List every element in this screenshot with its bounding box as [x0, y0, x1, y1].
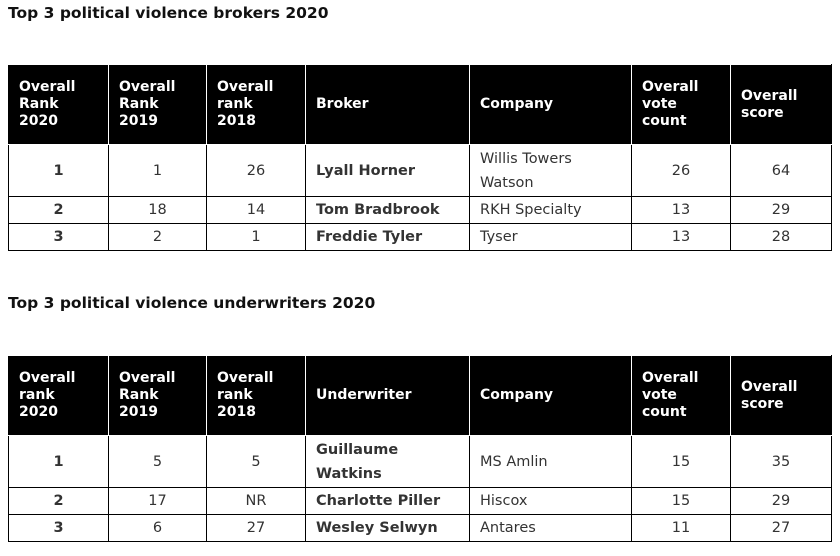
cell-score: 28 — [730, 223, 832, 251]
header-score: Overall score — [730, 355, 832, 436]
cell-rank-2019: 1 — [108, 144, 207, 197]
header-company: Company — [469, 355, 632, 436]
header-underwriter: Underwriter — [305, 355, 470, 436]
cell-rank-2020: 2 — [8, 196, 109, 224]
cell-rank-2018: 26 — [206, 144, 306, 197]
cell-company: Tyser — [469, 223, 632, 251]
header-vote-count: Overall vote count — [631, 355, 731, 436]
cell-broker: Tom Bradbrook — [305, 196, 470, 224]
cell-rank-2020: 3 — [8, 514, 109, 542]
cell-rank-2018: NR — [206, 487, 306, 515]
table-row: 3 6 27 Wesley Selwyn Antares 11 27 — [8, 514, 832, 542]
cell-rank-2018: 14 — [206, 196, 306, 224]
cell-broker: Lyall Horner — [305, 144, 470, 197]
cell-rank-2020: 1 — [8, 435, 109, 488]
table-row: 3 2 1 Freddie Tyler Tyser 13 28 — [8, 223, 832, 251]
cell-rank-2018: 5 — [206, 435, 306, 488]
cell-vote-count: 13 — [631, 223, 731, 251]
cell-company: Hiscox — [469, 487, 632, 515]
cell-vote-count: 11 — [631, 514, 731, 542]
cell-underwriter: Wesley Selwyn — [305, 514, 470, 542]
header-overall-rank-2018: Overall rank 2018 — [206, 355, 306, 436]
cell-rank-2018: 27 — [206, 514, 306, 542]
cell-broker: Freddie Tyler — [305, 223, 470, 251]
header-score: Overall score — [730, 64, 832, 145]
cell-vote-count: 13 — [631, 196, 731, 224]
table-row: 1 5 5 Guillaume Watkins MS Amlin 15 35 — [8, 435, 832, 488]
cell-rank-2019: 6 — [108, 514, 207, 542]
cell-score: 29 — [730, 196, 832, 224]
cell-rank-2019: 18 — [108, 196, 207, 224]
cell-rank-2019: 2 — [108, 223, 207, 251]
header-overall-rank-2020: Overall Rank 2020 — [8, 64, 109, 145]
cell-rank-2020: 1 — [8, 144, 109, 197]
cell-rank-2020: 2 — [8, 487, 109, 515]
table-row: 2 17 NR Charlotte Piller Hiscox 15 29 — [8, 487, 832, 515]
cell-vote-count: 26 — [631, 144, 731, 197]
cell-vote-count: 15 — [631, 487, 731, 515]
cell-score: 29 — [730, 487, 832, 515]
table-header-row: Overall Rank 2020 Overall Rank 2019 Over… — [8, 64, 832, 145]
header-overall-rank-2019: Overall Rank 2019 — [108, 64, 207, 145]
cell-underwriter: Charlotte Piller — [305, 487, 470, 515]
cell-vote-count: 15 — [631, 435, 731, 488]
cell-rank-2019: 5 — [108, 435, 207, 488]
table-header-row: Overall rank 2020 Overall Rank 2019 Over… — [8, 355, 832, 436]
cell-score: 64 — [730, 144, 832, 197]
cell-rank-2019: 17 — [108, 487, 207, 515]
cell-rank-2018: 1 — [206, 223, 306, 251]
brokers-table-title: Top 3 political violence brokers 2020 — [8, 4, 329, 22]
brokers-table: Overall Rank 2020 Overall Rank 2019 Over… — [8, 64, 832, 251]
cell-rank-2020: 3 — [8, 223, 109, 251]
cell-company: MS Amlin — [469, 435, 632, 488]
table-row: 1 1 26 Lyall Horner Willis Towers Watson… — [8, 144, 832, 197]
cell-score: 35 — [730, 435, 832, 488]
cell-underwriter: Guillaume Watkins — [305, 435, 470, 488]
header-vote-count: Overall vote count — [631, 64, 731, 145]
cell-company: Antares — [469, 514, 632, 542]
header-company: Company — [469, 64, 632, 145]
underwriters-table: Overall rank 2020 Overall Rank 2019 Over… — [8, 355, 832, 542]
table-row: 2 18 14 Tom Bradbrook RKH Specialty 13 2… — [8, 196, 832, 224]
underwriters-table-title: Top 3 political violence underwriters 20… — [8, 294, 376, 312]
header-overall-rank-2018: Overall rank 2018 — [206, 64, 306, 145]
header-broker: Broker — [305, 64, 470, 145]
cell-score: 27 — [730, 514, 832, 542]
header-overall-rank-2019: Overall Rank 2019 — [108, 355, 207, 436]
header-overall-rank-2020: Overall rank 2020 — [8, 355, 109, 436]
cell-company: Willis Towers Watson — [469, 144, 632, 197]
cell-company: RKH Specialty — [469, 196, 632, 224]
